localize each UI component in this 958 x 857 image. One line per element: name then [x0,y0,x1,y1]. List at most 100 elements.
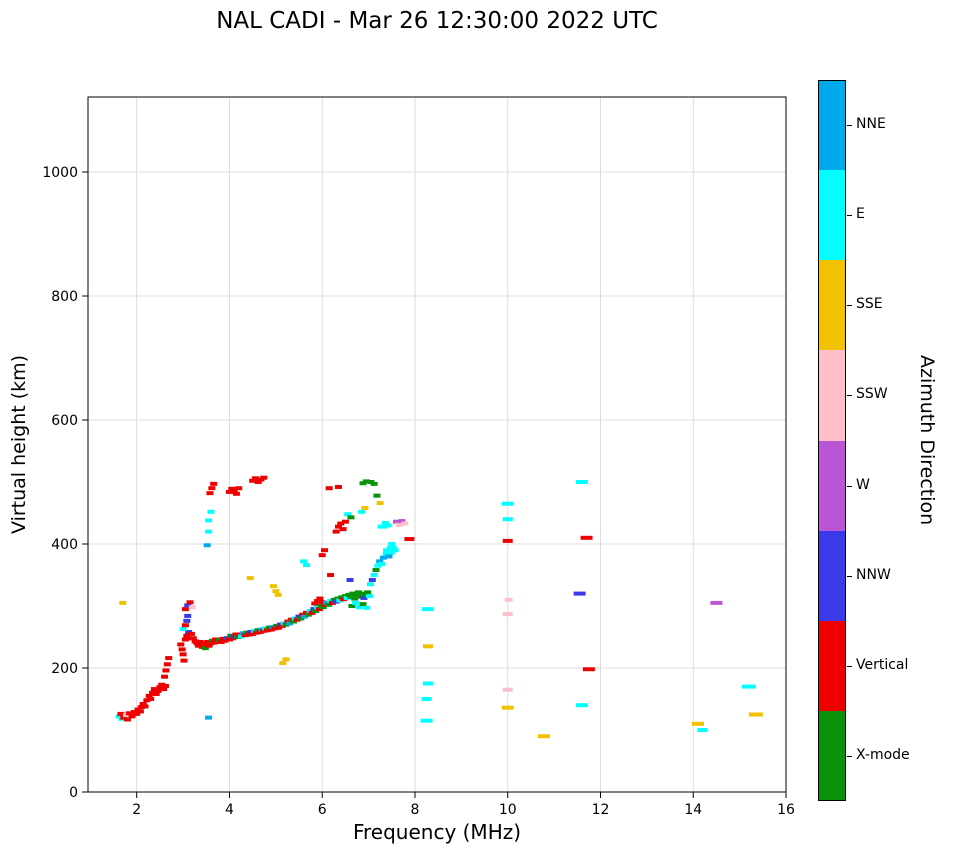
data-point [386,545,397,550]
data-point [349,591,357,596]
data-point [241,633,249,638]
x-axis-label: Frequency (MHz) [352,820,522,844]
data-point [189,636,197,641]
data-point [217,639,225,644]
data-point [232,491,240,496]
data-point [383,548,394,553]
data-point [225,489,233,494]
data-point [337,521,345,526]
data-point [128,714,136,719]
data-point [343,595,351,600]
y-tick-label: 0 [69,785,78,801]
data-point [249,631,257,636]
x-tick-label: 8 [411,802,420,818]
data-point [125,711,133,716]
data-point [301,614,309,619]
data-point [420,718,433,723]
data-point [334,524,342,529]
data-point [141,704,149,709]
data-point [422,681,433,686]
x-tick-label: 14 [684,802,702,818]
data-point [710,600,723,605]
data-point [363,605,371,610]
data-point [119,600,127,605]
data-point [161,683,169,688]
data-point [312,608,320,613]
data-point [339,527,347,532]
colorbar-title: Azimuth Direction [916,355,938,526]
data-point [136,709,144,714]
data-point [186,600,194,605]
data-point [251,476,259,481]
data-point [137,705,145,710]
data-point [145,693,153,698]
data-point [361,506,369,511]
data-point [234,635,242,640]
data-point [318,600,326,605]
data-point [366,594,374,599]
data-point [366,582,374,587]
data-point [148,690,156,695]
data-point [318,553,326,558]
data-point [328,600,336,605]
data-point [501,501,514,506]
data-point [139,701,147,706]
data-point [289,619,297,624]
data-point [254,480,262,485]
data-point [697,728,708,733]
data-point [347,594,355,599]
data-point [332,529,340,534]
data-point [327,573,335,578]
y-tick-label: 400 [51,537,78,553]
data-point [279,661,287,666]
data-point [334,484,342,489]
data-point [115,714,123,719]
data-point [162,668,170,673]
data-point [117,711,125,716]
data-point [315,607,323,612]
data-point [267,627,275,632]
data-point [123,717,131,722]
data-point [165,656,173,661]
data-point [300,559,308,564]
data-point [178,647,186,652]
data-point [392,519,400,524]
data-point [376,501,384,506]
data-point [181,623,189,628]
data-point [347,515,355,520]
y-tick-label: 1000 [42,165,78,181]
data-point [381,520,389,525]
data-point [358,591,366,596]
data-point [297,616,305,621]
data-point [203,543,211,548]
data-point [501,705,514,710]
data-point [184,636,192,641]
data-point [351,596,359,601]
data-point [274,592,282,597]
data-point [304,612,312,617]
data-point [364,590,372,595]
data-point [385,554,393,559]
data-point [502,687,513,692]
data-point [360,595,368,600]
data-point [184,613,192,618]
data-point [580,535,593,540]
data-point [184,603,192,608]
data-point [504,597,513,602]
data-point [187,631,195,636]
data-point [205,529,213,534]
data-point [156,685,164,690]
data-point [179,652,187,657]
data-point [353,592,361,597]
data-point [358,509,366,514]
data-point [741,684,756,689]
data-point [362,592,370,597]
data-point [246,576,254,581]
data-point [282,657,290,662]
data-point [368,577,376,582]
data-point [346,577,354,582]
data-point [260,628,268,633]
data-point [206,491,214,496]
y-tick-label: 600 [51,413,78,429]
